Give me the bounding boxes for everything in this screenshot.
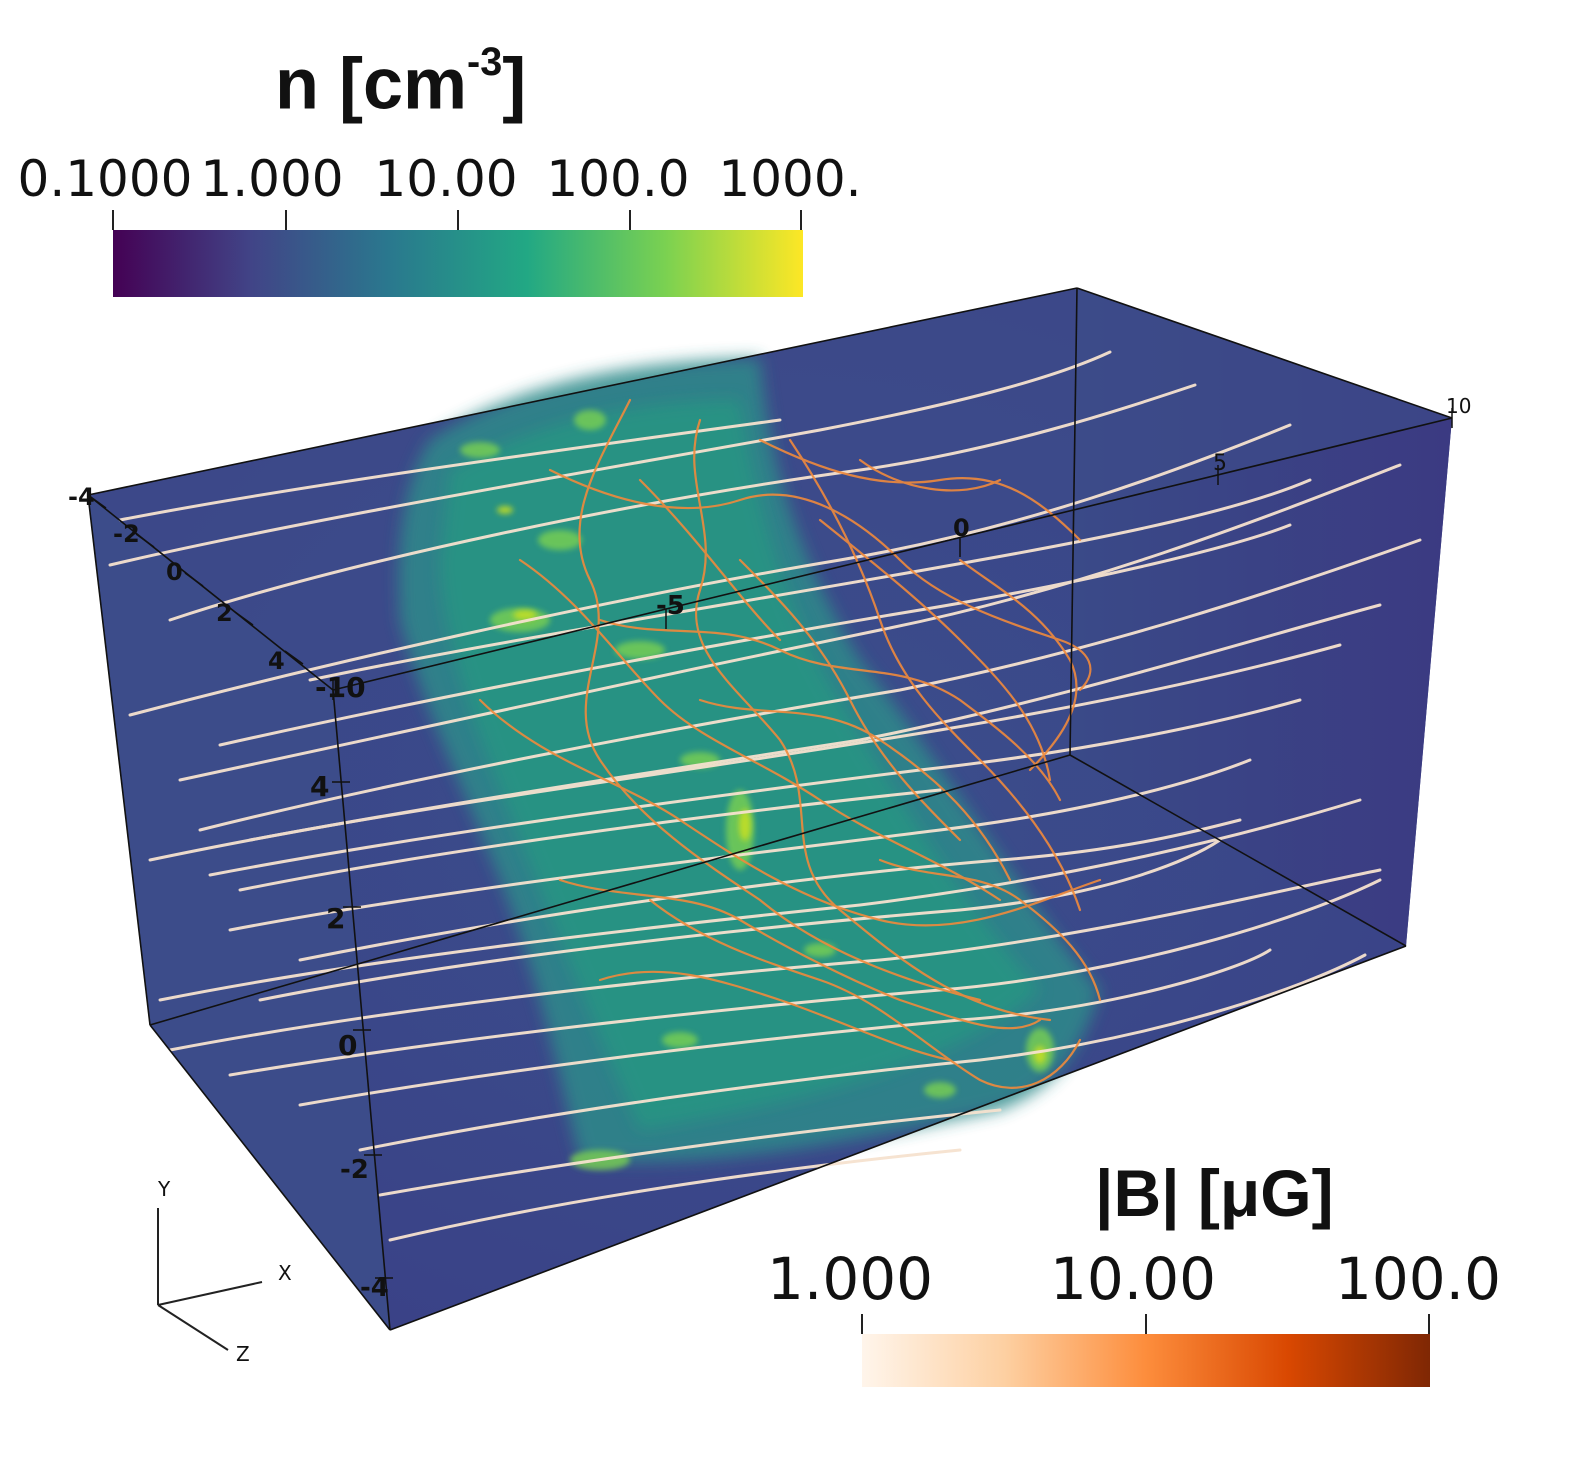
field-tick-mark <box>861 1314 863 1334</box>
field-colorbar-title: |B| [μG] <box>1095 1156 1334 1230</box>
z-tick-label: 2 <box>216 599 233 627</box>
y-tick-label: -2 <box>340 1155 369 1185</box>
x-tick-label: -5 <box>656 591 685 621</box>
density-tick-mark <box>285 210 287 230</box>
triad-z-label: Z <box>236 1342 250 1366</box>
z-tick-label: -4 <box>68 483 95 511</box>
y-axis <box>332 781 393 1279</box>
density-tick-label: 1.000 <box>200 150 344 208</box>
x-tick-label: 0 <box>953 514 970 542</box>
y-tick-label: 2 <box>326 902 345 935</box>
triad-y-label: Y <box>157 1177 171 1201</box>
field-tick-label: 100.0 <box>1334 1245 1502 1313</box>
density-tick-label: 10.00 <box>374 150 518 208</box>
z-axis <box>87 494 304 665</box>
density-tick-label: 0.1000 <box>17 150 193 208</box>
x-tick-label: -10 <box>315 671 366 704</box>
field-lines-tangled <box>478 398 1102 1089</box>
field-tick-label: 10.00 <box>1049 1245 1217 1313</box>
field-tick-label: 1.000 <box>766 1245 934 1313</box>
density-tick-mark <box>800 210 802 230</box>
density-tick-label: 100.0 <box>546 150 690 208</box>
density-colorbar-gradient <box>113 230 803 297</box>
y-tick-label: 0 <box>338 1029 357 1062</box>
box-axes: -10 -5 0 5 10 -4 -2 0 2 4 -4 -2 0 2 4 <box>68 394 1471 1303</box>
box-edges <box>87 287 1453 1331</box>
field-lines-uniform <box>108 350 1422 1242</box>
x-tick-label: 10 <box>1446 394 1471 418</box>
density-tick-label: 1000. <box>718 150 862 208</box>
density-colorbar-title: n [cm-3] <box>275 40 527 125</box>
density-tick-mark <box>629 210 631 230</box>
density-tick-mark <box>112 210 114 230</box>
z-tick-label: 0 <box>166 558 183 586</box>
field-colorbar-gradient <box>862 1334 1430 1387</box>
orientation-triad: Y X Z <box>157 1177 292 1366</box>
y-tick-label: -4 <box>360 1273 389 1303</box>
y-tick-label: 4 <box>310 770 329 803</box>
z-tick-label: -2 <box>113 520 140 548</box>
x-tick-label: 5 <box>1213 451 1227 476</box>
left-face <box>88 495 390 1330</box>
x-axis <box>332 408 1453 700</box>
field-tick-mark <box>1428 1314 1430 1334</box>
density-tick-mark <box>457 210 459 230</box>
triad-x-label: X <box>278 1261 292 1285</box>
field-tick-mark <box>1145 1314 1147 1334</box>
z-tick-label: 4 <box>268 647 285 675</box>
